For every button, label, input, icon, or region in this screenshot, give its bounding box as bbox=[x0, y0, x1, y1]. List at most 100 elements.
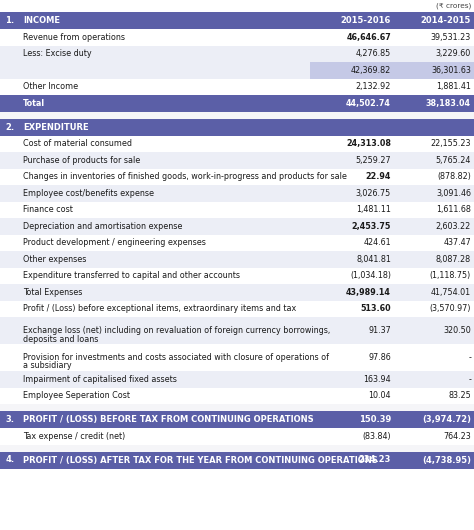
Text: Finance cost: Finance cost bbox=[23, 205, 73, 214]
Bar bbox=[310, 12, 394, 29]
Bar bbox=[310, 169, 394, 185]
Text: PROFIT / (LOSS) AFTER TAX FOR THE YEAR FROM CONTINUING OPERATIONS: PROFIT / (LOSS) AFTER TAX FOR THE YEAR F… bbox=[23, 455, 378, 464]
Bar bbox=[394, 411, 474, 428]
Text: 42,369.82: 42,369.82 bbox=[351, 66, 391, 75]
Bar bbox=[394, 268, 474, 284]
Text: Revenue from operations: Revenue from operations bbox=[23, 33, 125, 42]
Bar bbox=[20, 284, 310, 301]
Bar bbox=[0, 317, 20, 344]
Bar bbox=[310, 317, 394, 344]
Text: 3,091.46: 3,091.46 bbox=[436, 189, 471, 198]
Text: Total Expenses: Total Expenses bbox=[23, 288, 82, 297]
Bar bbox=[0, 201, 20, 218]
Bar bbox=[20, 344, 310, 371]
Bar bbox=[0, 185, 20, 201]
Bar bbox=[0, 62, 20, 78]
Bar bbox=[394, 452, 474, 469]
Bar bbox=[0, 301, 20, 317]
Bar bbox=[20, 387, 310, 404]
Text: Total: Total bbox=[23, 99, 45, 108]
Text: 8,041.81: 8,041.81 bbox=[356, 255, 391, 264]
Bar bbox=[394, 371, 474, 387]
Text: Employee cost/benefits expense: Employee cost/benefits expense bbox=[23, 189, 154, 198]
Text: (878.82): (878.82) bbox=[437, 172, 471, 181]
Text: 2015-2016: 2015-2016 bbox=[341, 16, 391, 25]
Text: 83.25: 83.25 bbox=[448, 391, 471, 400]
Bar bbox=[20, 201, 310, 218]
Bar bbox=[310, 234, 394, 251]
Text: 1.: 1. bbox=[5, 16, 15, 25]
Bar bbox=[310, 62, 394, 78]
Text: 44,502.74: 44,502.74 bbox=[346, 99, 391, 108]
Bar bbox=[0, 95, 20, 111]
Bar bbox=[310, 301, 394, 317]
Bar bbox=[0, 169, 20, 185]
Bar bbox=[310, 452, 394, 469]
Text: 4.: 4. bbox=[5, 455, 15, 464]
Text: 163.94: 163.94 bbox=[364, 375, 391, 384]
Bar bbox=[0, 284, 20, 301]
Text: Profit / (Loss) before exceptional items, extraordinary items and tax: Profit / (Loss) before exceptional items… bbox=[23, 304, 296, 313]
Bar bbox=[20, 251, 310, 268]
Bar bbox=[310, 95, 394, 111]
Text: 3,026.75: 3,026.75 bbox=[356, 189, 391, 198]
Bar bbox=[0, 234, 20, 251]
Text: -: - bbox=[468, 353, 471, 362]
Bar bbox=[394, 136, 474, 152]
Bar bbox=[394, 387, 474, 404]
Text: 764.23: 764.23 bbox=[443, 432, 471, 441]
Bar bbox=[0, 404, 474, 411]
Bar bbox=[394, 46, 474, 62]
Text: 22,155.23: 22,155.23 bbox=[430, 139, 471, 148]
Bar bbox=[0, 218, 20, 234]
Text: 91.37: 91.37 bbox=[368, 326, 391, 335]
Bar bbox=[20, 46, 310, 62]
Text: 41,754.01: 41,754.01 bbox=[431, 288, 471, 297]
Bar bbox=[0, 136, 20, 152]
Text: 5,765.24: 5,765.24 bbox=[436, 156, 471, 165]
Text: 5,259.27: 5,259.27 bbox=[356, 156, 391, 165]
Text: Provision for investments and costs associated with closure of operations of: Provision for investments and costs asso… bbox=[23, 353, 329, 362]
Text: (1,118.75): (1,118.75) bbox=[430, 271, 471, 280]
Bar bbox=[20, 29, 310, 46]
Bar bbox=[0, 78, 20, 95]
Text: 513.60: 513.60 bbox=[360, 304, 391, 313]
Text: 2014-2015: 2014-2015 bbox=[420, 16, 471, 25]
Bar bbox=[310, 78, 394, 95]
Text: EXPENDITURE: EXPENDITURE bbox=[23, 122, 89, 131]
Bar bbox=[20, 95, 310, 111]
Text: Tax expense / credit (net): Tax expense / credit (net) bbox=[23, 432, 125, 441]
Bar bbox=[394, 62, 474, 78]
Bar bbox=[20, 185, 310, 201]
Text: 424.61: 424.61 bbox=[364, 238, 391, 248]
Bar bbox=[394, 218, 474, 234]
Bar bbox=[310, 152, 394, 169]
Bar bbox=[0, 152, 20, 169]
Bar bbox=[310, 268, 394, 284]
Bar bbox=[394, 251, 474, 268]
Bar bbox=[0, 46, 20, 62]
Bar bbox=[20, 62, 310, 78]
Bar bbox=[20, 371, 310, 387]
Text: 1,881.41: 1,881.41 bbox=[436, 82, 471, 91]
Bar bbox=[310, 371, 394, 387]
Text: (4,738.95): (4,738.95) bbox=[422, 455, 471, 464]
Bar bbox=[394, 428, 474, 445]
Text: Depreciation and amortisation expense: Depreciation and amortisation expense bbox=[23, 222, 182, 231]
Text: 3,229.60: 3,229.60 bbox=[436, 49, 471, 58]
Text: Expenditure transferred to capital and other accounts: Expenditure transferred to capital and o… bbox=[23, 271, 240, 280]
Bar bbox=[394, 301, 474, 317]
Bar bbox=[394, 201, 474, 218]
Bar bbox=[20, 12, 310, 29]
Text: Exchange loss (net) including on revaluation of foreign currency borrowings,: Exchange loss (net) including on revalua… bbox=[23, 326, 330, 335]
Bar bbox=[0, 29, 20, 46]
Bar bbox=[0, 411, 20, 428]
Bar bbox=[20, 317, 310, 344]
Text: 97.86: 97.86 bbox=[368, 353, 391, 362]
Text: 39,531.23: 39,531.23 bbox=[431, 33, 471, 42]
Bar bbox=[394, 95, 474, 111]
Bar bbox=[394, 12, 474, 29]
Text: 2.: 2. bbox=[5, 122, 15, 131]
Text: 4,276.85: 4,276.85 bbox=[356, 49, 391, 58]
Bar bbox=[310, 428, 394, 445]
